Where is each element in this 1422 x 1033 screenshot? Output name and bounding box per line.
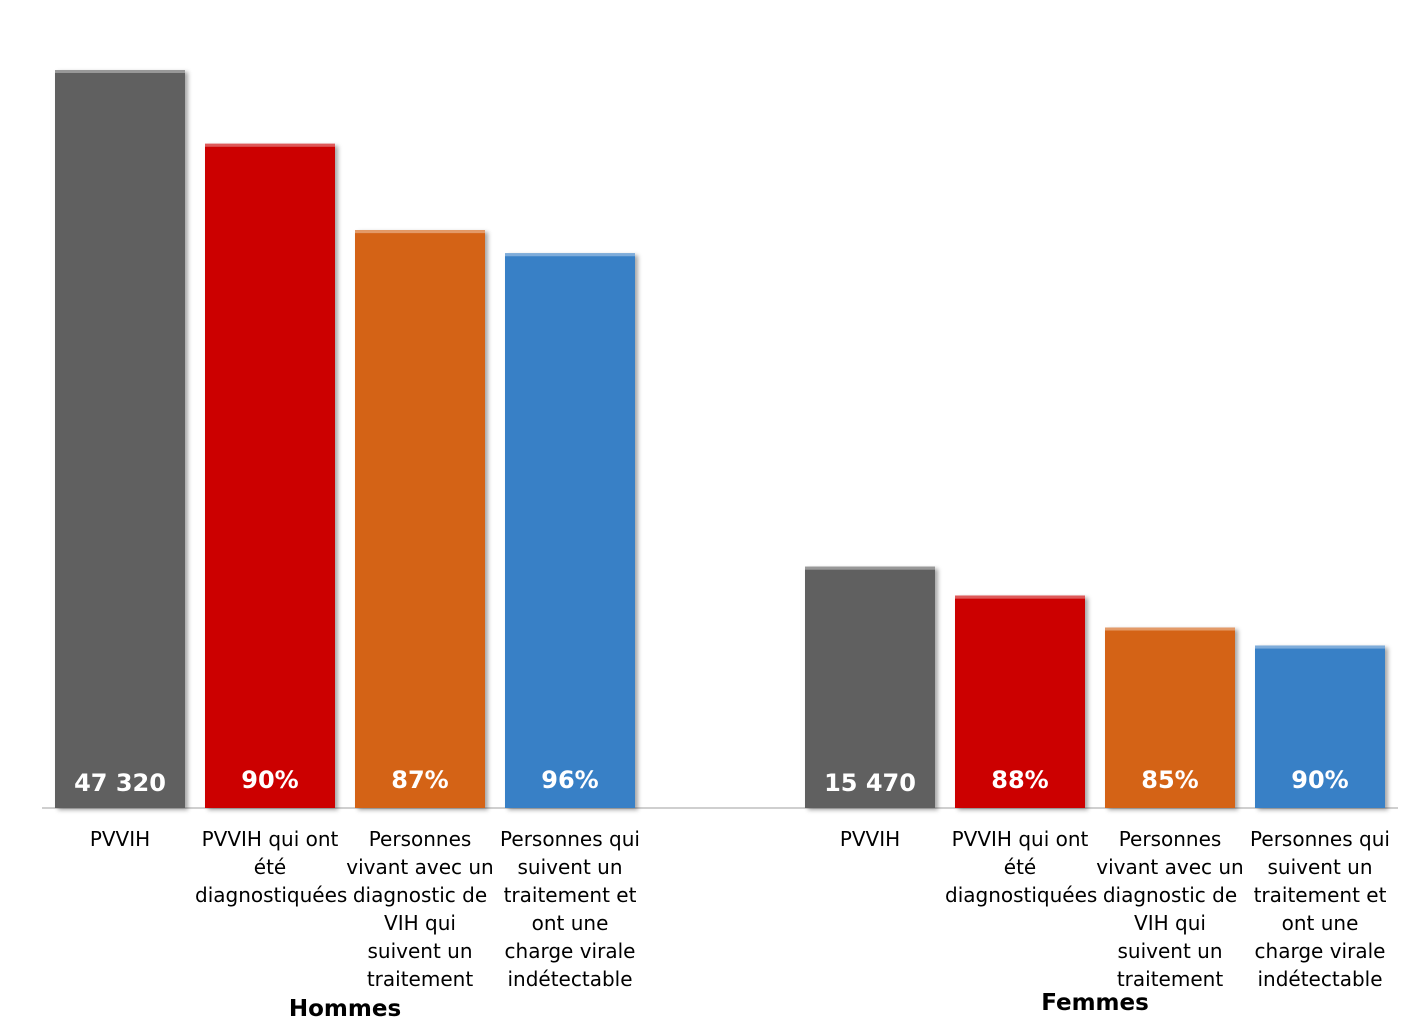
bar-femmes-3 [1105, 627, 1235, 808]
bar-hommes-1-highlight [55, 70, 185, 73]
bar-hommes-4 [505, 253, 635, 808]
bar-hommes-1-value-label: 47 320 [74, 769, 166, 797]
bar-femmes-4-category-label: Personnes qui suivent un traitement et o… [1250, 827, 1390, 991]
bar-hommes-4-category-label: Personnes qui suivent un traitement et o… [500, 827, 640, 991]
group-label-hommes: Hommes [288, 996, 402, 1022]
bar-femmes-2-highlight [955, 595, 1085, 599]
bar-femmes-3-highlight [1105, 627, 1235, 631]
bar-femmes-1-highlight [805, 566, 935, 570]
bar-femmes-1-value-label: 15 470 [824, 769, 916, 797]
bar-femmes-3-value-label: 85% [1141, 766, 1198, 794]
bar-hommes-2-value-label: 90% [241, 766, 298, 794]
bar-hommes-3 [355, 230, 485, 808]
bar-femmes-1 [805, 566, 935, 808]
bar-hommes-2 [205, 143, 335, 809]
bar-femmes-2-category-label: PVVIH qui ont été diagnostiquées [945, 827, 1098, 907]
bar-hommes-4-value-label: 96% [541, 766, 598, 794]
bar-femmes-2 [955, 595, 1085, 808]
bar-hommes-3-category-label: Personnes vivant avec un diagnostic de V… [346, 827, 494, 991]
bar-hommes-1-category-label: PVVIH [89, 827, 151, 851]
bar-hommes-2-highlight [205, 143, 335, 147]
bar-femmes-1-category-label: PVVIH [839, 827, 901, 851]
bar-hommes-3-highlight [355, 230, 485, 234]
bar-hommes-1 [55, 70, 185, 808]
bar-femmes-4-value-label: 90% [1291, 766, 1348, 794]
bar-hommes-4-highlight [505, 253, 635, 257]
bar-femmes-2-value-label: 88% [991, 766, 1048, 794]
group-label-femmes: Femmes [1041, 990, 1149, 1016]
bar-femmes-4 [1255, 645, 1385, 808]
bar-femmes-3-category-label: Personnes vivant avec un diagnostic de V… [1096, 827, 1244, 991]
bar-hommes-3-value-label: 87% [391, 766, 448, 794]
bar-hommes-2-category-label: PVVIH qui ont été diagnostiquées [195, 827, 348, 907]
bar-femmes-4-highlight [1255, 645, 1385, 649]
